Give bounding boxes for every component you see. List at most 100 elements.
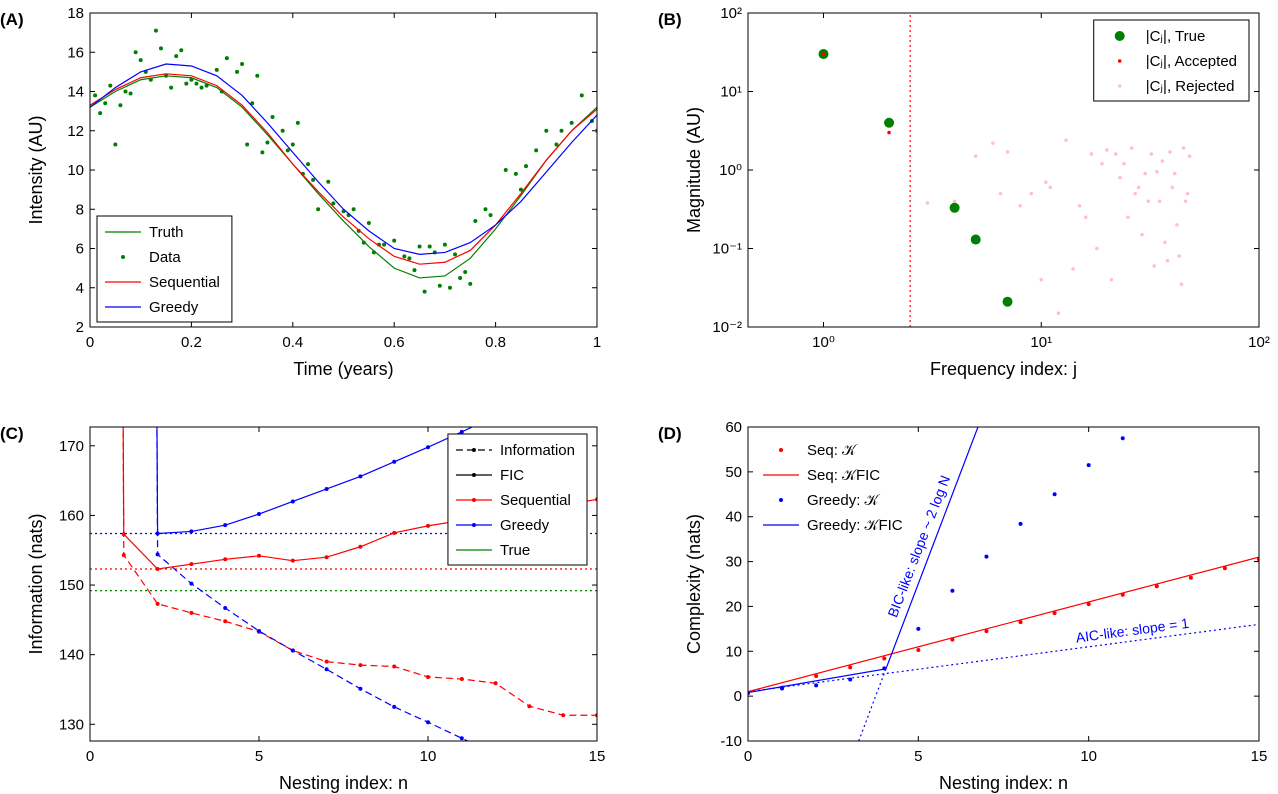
data-point (848, 677, 853, 682)
data-point (1152, 264, 1156, 268)
data-point (1222, 566, 1227, 571)
legend-label: Truth (149, 224, 183, 241)
legend: Truth Data Sequential Greedy (96, 215, 233, 323)
data-point (402, 254, 407, 259)
data-point (494, 752, 498, 756)
y-tick-label: 160 (59, 507, 84, 524)
data-point (1140, 232, 1144, 237)
data-point (884, 117, 895, 128)
y-tick-label: 4 (76, 280, 84, 297)
data-point (392, 704, 397, 709)
data-point (569, 120, 574, 125)
legend-marker (121, 255, 125, 259)
data-point (121, 532, 126, 537)
data-point (952, 199, 957, 204)
data-point (311, 177, 316, 182)
data-point (351, 207, 356, 212)
data-point (324, 667, 329, 672)
x-tick-label: 10² (1248, 334, 1270, 351)
data-point (1122, 161, 1126, 166)
data-point (814, 673, 819, 678)
data-point (257, 512, 261, 517)
legend-marker (471, 473, 476, 477)
data-point (426, 720, 430, 725)
data-point (358, 544, 363, 549)
data-point (518, 187, 523, 192)
data-point (223, 557, 228, 562)
y-tick-label: 150 (59, 577, 84, 594)
data-point (214, 67, 219, 72)
legend-label: |Cⱼ|, True (1146, 28, 1206, 45)
data-point (366, 220, 371, 225)
data-point (554, 142, 559, 147)
y-tick-label: 10⁻¹ (712, 241, 742, 258)
data-point (118, 103, 123, 108)
data-point (949, 202, 960, 213)
legend-label: |Cⱼ|, Rejected (1146, 78, 1235, 95)
data-point (453, 252, 458, 257)
data-point (358, 663, 363, 668)
data-point (240, 62, 245, 67)
y-tick-label: 30 (725, 554, 742, 571)
data-point (1118, 175, 1122, 180)
data-point (113, 142, 118, 147)
data-point (93, 93, 98, 98)
data-point (324, 659, 329, 664)
data-point (257, 628, 261, 633)
data-point (426, 674, 430, 679)
y-tick-label: 10⁻² (712, 319, 742, 336)
data-point (285, 148, 290, 153)
data-point (280, 128, 285, 133)
series-line (90, 75, 597, 279)
data-point (1083, 215, 1088, 220)
data-point (98, 111, 103, 116)
panel-label: (D) (658, 424, 682, 443)
plot-content (748, 427, 1259, 741)
data-point (199, 85, 204, 90)
data-point (950, 588, 955, 593)
data-point (250, 101, 255, 106)
y-axis-label: Magnitude (AU) (684, 107, 704, 233)
data-point (463, 270, 468, 275)
data-point (483, 207, 488, 212)
series-line (748, 623, 1259, 693)
axes-frame (747, 12, 1260, 328)
data-point (1052, 492, 1057, 497)
data-point (155, 531, 160, 536)
x-tick-label: 10¹ (1030, 334, 1052, 351)
y-tick-label: 10 (67, 162, 84, 179)
data-point (290, 499, 295, 504)
data-point (290, 558, 295, 563)
data-point (1160, 159, 1165, 163)
y-axis-label: Complexity (nats) (684, 514, 704, 654)
legend-label: Greedy: 𝒦 (807, 492, 881, 509)
data-point (128, 91, 133, 96)
data-point (300, 171, 305, 176)
axes-frame (747, 426, 1260, 742)
y-tick-label: 0 (734, 688, 742, 705)
x-tick-label: 0.2 (181, 334, 202, 351)
data-point (561, 713, 566, 718)
y-tick-label: 10⁰ (719, 162, 742, 179)
x-tick-label: 0 (86, 334, 94, 351)
data-point (1185, 191, 1190, 196)
data-point (1029, 191, 1034, 196)
x-tick-label: 0 (86, 748, 94, 765)
data-point (458, 275, 463, 280)
x-axis-label: Time (years) (293, 359, 393, 379)
x-tick-label: 10⁰ (812, 334, 835, 351)
data-point (189, 581, 194, 586)
data-point (153, 28, 158, 33)
x-tick-label: 5 (255, 748, 263, 765)
data-point (1170, 185, 1175, 190)
x-tick-label: 15 (589, 748, 606, 765)
plot-content (90, 28, 597, 294)
data-point (189, 610, 194, 615)
data-point (459, 429, 464, 434)
data-point (970, 234, 981, 245)
data-point (174, 54, 179, 59)
data-point (459, 736, 464, 741)
legend-frame (96, 215, 233, 323)
data-point (1188, 575, 1193, 580)
data-point (223, 523, 228, 528)
